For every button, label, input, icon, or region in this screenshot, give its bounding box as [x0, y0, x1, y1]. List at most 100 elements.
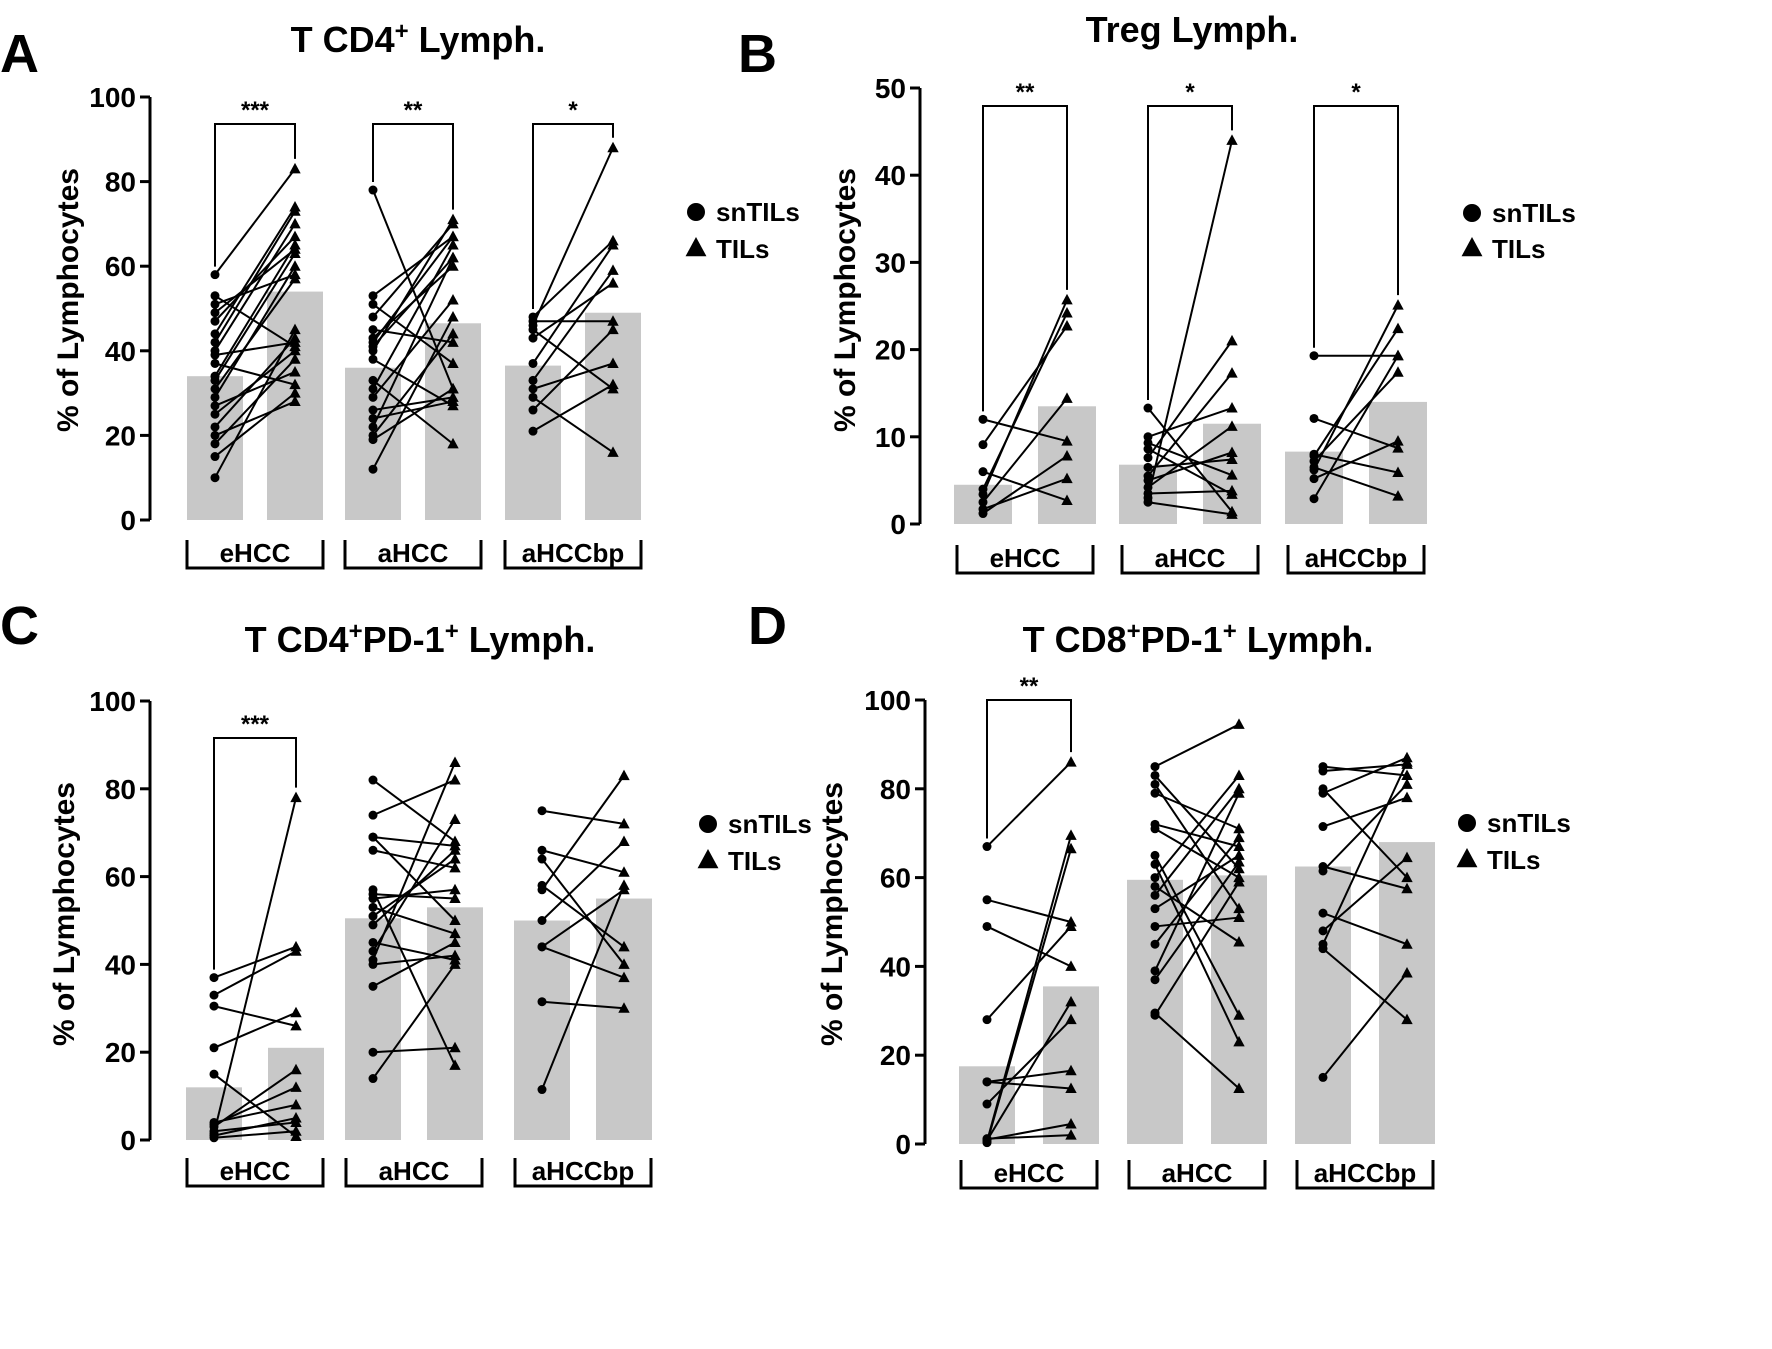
point-sntils — [1150, 890, 1160, 900]
legend-label-sntils: snTILs — [716, 197, 800, 227]
point-sntils — [1150, 939, 1160, 949]
point-tils — [1065, 829, 1077, 840]
y-tick-label: 10 — [875, 422, 906, 453]
paired-line — [1322, 761, 1408, 945]
point-sntils — [368, 375, 378, 385]
point-tils — [1061, 435, 1073, 446]
point-sntils — [982, 921, 992, 931]
point-sntils — [368, 937, 378, 947]
legend: snTILs TILs — [1456, 808, 1571, 875]
point-tils — [290, 1125, 302, 1136]
paired-line — [986, 1134, 1072, 1140]
paired-line — [1154, 837, 1240, 945]
point-tils — [447, 239, 459, 250]
legend-marker-tils — [1461, 237, 1483, 257]
paired-line — [532, 240, 614, 318]
paired-line — [1322, 972, 1408, 1079]
point-sntils — [368, 312, 378, 322]
point-sntils — [1318, 908, 1328, 918]
y-tick-label: 100 — [89, 82, 136, 113]
title-part: Lymph. — [1237, 619, 1374, 660]
point-tils — [449, 835, 461, 846]
y-axis-label: % of Lymphocytes — [52, 168, 85, 432]
point-tils — [1392, 322, 1404, 334]
group-label: aHCC — [1162, 1158, 1233, 1188]
paired-line — [986, 1018, 1072, 1105]
point-tils — [1061, 392, 1073, 403]
legend-label-sntils: snTILs — [728, 809, 812, 839]
point-sntils — [1143, 432, 1153, 442]
paired-line — [213, 1121, 297, 1133]
paired-line — [532, 244, 614, 365]
point-sntils — [209, 973, 219, 983]
paired-line — [214, 244, 296, 377]
point-tils — [290, 791, 302, 803]
paired-line — [1313, 355, 1399, 500]
point-tils — [447, 336, 459, 347]
point-tils — [1401, 1013, 1413, 1025]
group-label-bracket — [513, 1158, 653, 1188]
group-label: aHCCbp — [1305, 543, 1408, 573]
significance-label: * — [568, 97, 578, 124]
group-ahcc: ** aHCC — [343, 97, 483, 570]
chart-title: Treg Lymph. — [1086, 9, 1299, 50]
paired-line — [214, 248, 296, 314]
point-sntils — [1309, 474, 1319, 484]
point-sntils — [982, 842, 992, 852]
paired-line — [214, 341, 296, 357]
point-tils — [447, 327, 459, 339]
point-tils — [290, 1019, 302, 1031]
point-tils — [1392, 490, 1404, 501]
point-tils — [289, 387, 301, 398]
paired-line — [532, 396, 614, 454]
point-sntils — [1150, 788, 1160, 798]
point-sntils — [209, 1043, 219, 1053]
point-tils — [289, 378, 301, 390]
paired-line — [1154, 854, 1240, 1016]
paired-line — [541, 809, 625, 825]
paired-line — [372, 906, 456, 935]
point-tils — [1401, 791, 1413, 803]
point-sntils — [210, 384, 220, 394]
point-tils — [447, 310, 459, 322]
paired-line — [532, 269, 614, 381]
point-sntils — [368, 832, 378, 842]
point-tils — [1065, 842, 1077, 854]
point-tils — [449, 892, 461, 904]
point-sntils — [210, 358, 220, 368]
point-sntils — [528, 384, 538, 394]
group-label-bracket — [185, 540, 325, 570]
point-tils — [1226, 469, 1238, 480]
point-tils — [1065, 995, 1077, 1007]
point-tils — [1065, 916, 1077, 927]
point-sntils — [982, 1077, 992, 1087]
y-tick-label: 0 — [120, 1125, 136, 1156]
point-sntils — [368, 902, 378, 912]
point-sntils — [1143, 471, 1153, 481]
legend-marker-tils — [1456, 848, 1478, 868]
paired-line — [1147, 501, 1233, 516]
paired-line — [541, 945, 625, 979]
paired-line — [214, 392, 296, 458]
point-tils — [1233, 871, 1245, 883]
legend-label-sntils: snTILs — [1487, 808, 1571, 838]
paired-line — [1147, 425, 1233, 489]
chart-title: T CD4+ Lymph. — [291, 18, 546, 61]
point-tils — [618, 817, 630, 829]
point-sntils — [1150, 770, 1160, 780]
paired-line — [986, 1069, 1072, 1083]
legend-label-tils: TILs — [716, 234, 769, 264]
paired-line — [1154, 774, 1240, 879]
group-label: aHCCbp — [1314, 1158, 1417, 1188]
point-tils — [618, 835, 630, 846]
paired-line — [1322, 865, 1408, 890]
point-sntils — [368, 354, 378, 364]
paired-line — [1154, 723, 1240, 768]
paired-line — [532, 147, 614, 326]
legend: snTILs TILs — [685, 197, 800, 264]
paired-line — [986, 761, 1072, 848]
paired-line — [213, 950, 297, 997]
point-tils — [1233, 902, 1245, 914]
paired-line — [372, 893, 456, 900]
